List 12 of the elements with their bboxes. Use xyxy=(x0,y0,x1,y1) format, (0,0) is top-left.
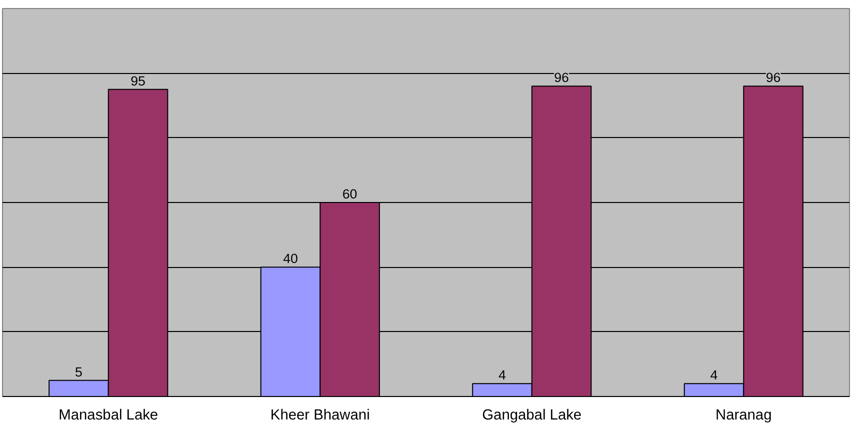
x-tick-label: Naranag xyxy=(716,408,772,424)
data-label: 4 xyxy=(498,368,507,383)
data-label: 95 xyxy=(130,73,146,88)
data-label: 4 xyxy=(710,368,718,383)
data-label: 96 xyxy=(766,70,781,86)
x-tick-label: Manasbal Lake xyxy=(58,408,158,424)
data-label: 5 xyxy=(75,364,82,380)
data-label: 40 xyxy=(283,251,298,266)
data-label: 60 xyxy=(342,186,358,202)
x-tick-label: Kheer Bhawani xyxy=(270,408,370,424)
x-tick-label: Gangabal Lake xyxy=(482,408,582,424)
data-label: 96 xyxy=(554,70,569,86)
